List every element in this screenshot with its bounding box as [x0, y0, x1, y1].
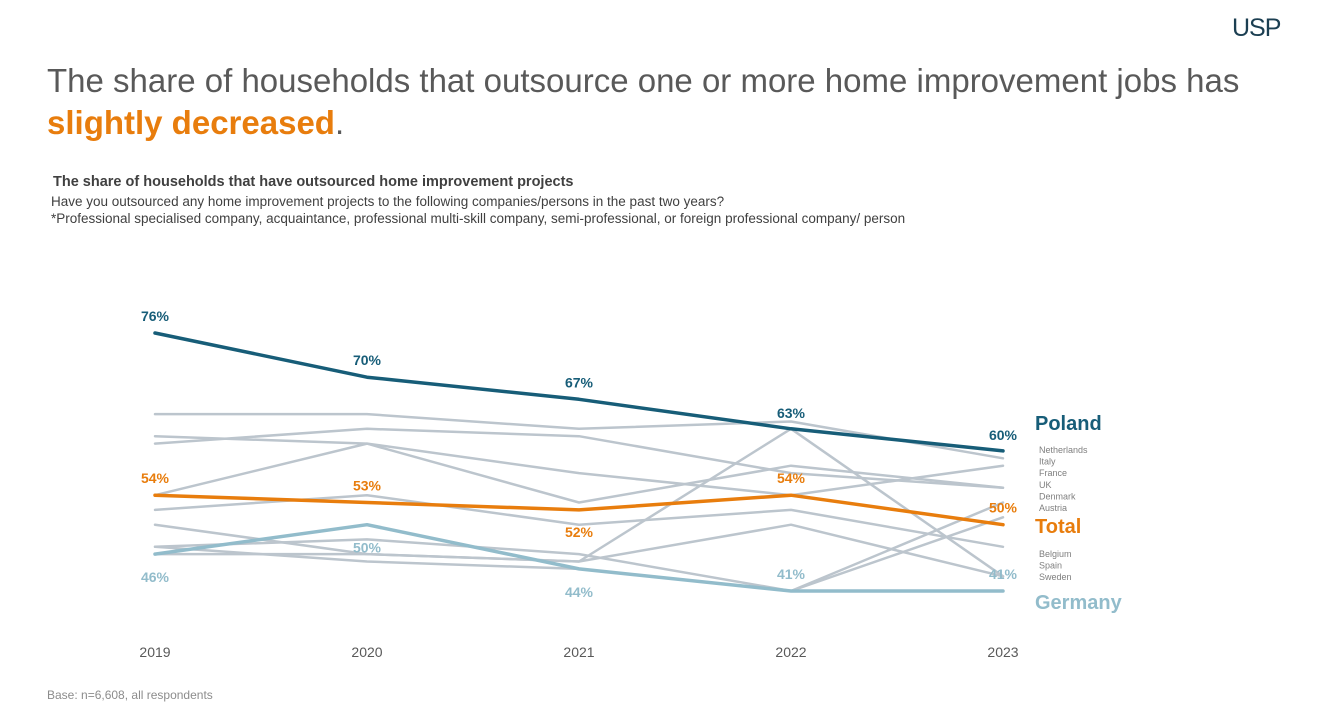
- series-line-total: [153, 493, 1005, 527]
- headline-highlight: slightly decreased: [47, 104, 335, 141]
- data-label-total-2023: 50%: [989, 500, 1018, 516]
- x-tick-label-2019: 2019: [139, 644, 170, 660]
- end-label-netherlands: Netherlands: [1039, 445, 1088, 455]
- series-line-uk: [153, 442, 1005, 504]
- data-label-total-2022: 54%: [777, 470, 806, 486]
- series-line-netherlands: [153, 412, 1005, 460]
- end-label-sweden: Sweden: [1039, 572, 1072, 582]
- data-label-germany-2019: 46%: [141, 569, 170, 585]
- end-label-total: Total: [1035, 516, 1081, 538]
- data-label-total-2021: 52%: [565, 524, 594, 540]
- end-label-germany: Germany: [1035, 592, 1123, 614]
- x-tick-label-2023: 2023: [987, 644, 1018, 660]
- chart-note: *Professional specialised company, acqua…: [51, 211, 906, 226]
- series-line-poland: [153, 331, 1005, 453]
- end-label-france: France: [1039, 468, 1067, 478]
- end-label-belgium: Belgium: [1039, 549, 1072, 559]
- chart-title: The share of households that have outsou…: [53, 174, 574, 190]
- x-tick-label-2022: 2022: [775, 644, 806, 660]
- data-label-total-2020: 53%: [353, 478, 382, 494]
- data-label-germany-2023: 41%: [989, 566, 1018, 582]
- end-label-denmark: Denmark: [1039, 491, 1076, 501]
- end-label-italy: Italy: [1039, 457, 1056, 467]
- end-label-poland: Poland: [1035, 413, 1102, 435]
- data-label-germany-2022: 41%: [777, 566, 806, 582]
- x-tick-label-2021: 2021: [563, 644, 594, 660]
- headline-prefix: The share of households that outsource o…: [47, 62, 1240, 99]
- data-label-poland-2019: 76%: [141, 308, 170, 324]
- data-label-germany-2021: 44%: [565, 584, 594, 600]
- chart-subtitle: Have you outsourced any home improvement…: [51, 194, 725, 209]
- end-label-austria: Austria: [1039, 503, 1067, 513]
- data-label-poland-2023: 60%: [989, 427, 1018, 443]
- series-line-belgium: [153, 501, 1005, 593]
- data-label-poland-2021: 67%: [565, 374, 594, 390]
- end-label-uk: UK: [1039, 480, 1052, 490]
- data-label-poland-2022: 63%: [777, 405, 806, 421]
- series-line-italy: [153, 434, 1005, 497]
- data-label-germany-2020: 50%: [353, 540, 382, 556]
- end-label-spain: Spain: [1039, 561, 1062, 571]
- series-line-sweden: [153, 427, 1005, 578]
- x-tick-label-2020: 2020: [351, 644, 382, 660]
- page-headline: The share of households that outsource o…: [47, 60, 1287, 144]
- series-line-germany: [153, 522, 1005, 593]
- data-label-poland-2020: 70%: [353, 352, 382, 368]
- base-note: Base: n=6,608, all respondents: [47, 688, 213, 702]
- headline-suffix: .: [334, 104, 345, 141]
- usp-logo: USP: [1232, 14, 1281, 42]
- data-label-total-2019: 54%: [141, 470, 170, 486]
